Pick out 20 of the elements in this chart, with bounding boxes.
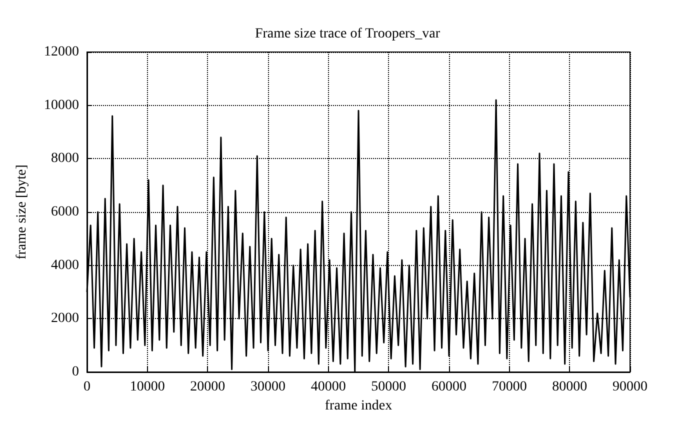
y-tick-label: 4000 [51, 258, 79, 273]
x-tick-label: 60000 [432, 380, 466, 394]
x-tick-label: 70000 [492, 380, 527, 394]
x-tick-label: 10000 [130, 380, 165, 394]
x-tick-label: 30000 [250, 380, 286, 394]
x-tick-label: 20000 [190, 380, 226, 394]
y-tick-label: 10000 [44, 98, 79, 113]
y-axis-title: frame size [byte] [14, 164, 30, 260]
x-tick-label: 40000 [310, 380, 346, 394]
y-tick-label: 8000 [51, 151, 79, 166]
y-tick-label: 12000 [44, 44, 79, 60]
x-tick-label: 80000 [552, 380, 588, 394]
x-tick-label: 90000 [612, 380, 648, 394]
x-axis-title: frame index [324, 398, 392, 414]
x-tick-label: 50000 [371, 380, 406, 394]
y-tick-label: 2000 [51, 311, 79, 326]
y-tick-label: 6000 [51, 204, 79, 220]
chart-title: Frame size trace of Troopers_var [254, 26, 440, 42]
y-tick-label: 0 [72, 364, 79, 380]
x-tick-label: 0 [84, 380, 90, 394]
